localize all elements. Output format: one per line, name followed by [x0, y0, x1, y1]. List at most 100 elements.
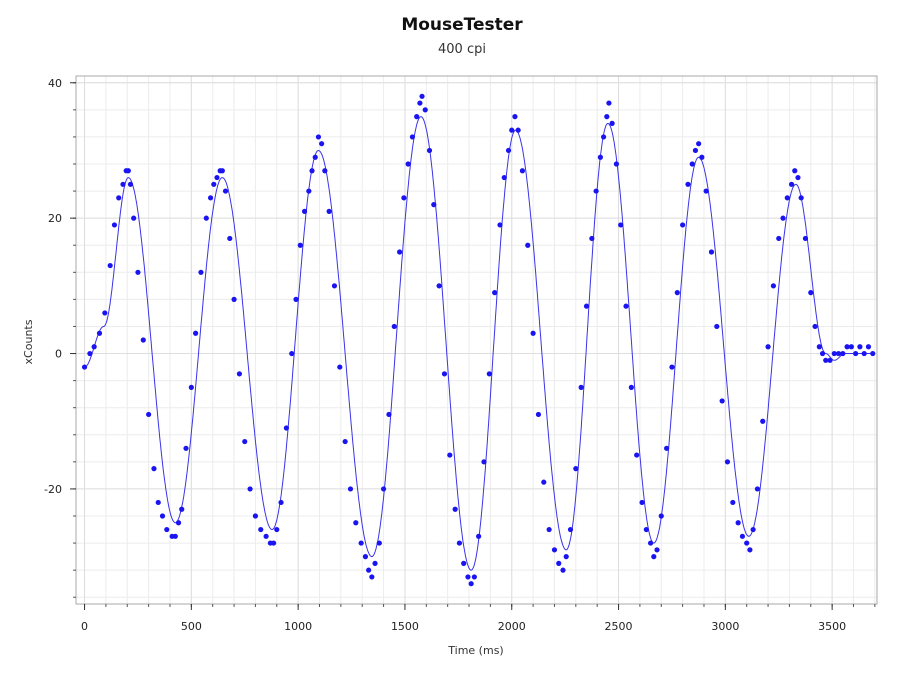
data-point [481, 459, 487, 465]
data-point [231, 296, 237, 302]
data-point [765, 344, 771, 350]
data-point [146, 411, 152, 418]
data-point [456, 540, 463, 546]
data-point [81, 364, 88, 370]
axes: 0 500 1000 1500 2000 2500 3000 3500 -20 0 20 40 [44, 77, 876, 633]
data-point [739, 533, 746, 539]
data-point [219, 168, 225, 174]
data-point [848, 344, 854, 350]
data-point [465, 574, 471, 580]
data-point [708, 249, 715, 255]
data-point [380, 486, 387, 492]
x-tick-label: 500 [181, 620, 202, 633]
data-point [164, 526, 170, 533]
data-point [747, 547, 753, 553]
data-point [486, 371, 492, 377]
data-point [222, 188, 229, 194]
data-point [780, 215, 786, 221]
data-point [546, 526, 552, 533]
data-point [515, 127, 521, 133]
data-point [613, 161, 620, 167]
data-point [840, 350, 846, 357]
data-point [175, 520, 182, 526]
y-tick-label: 0 [55, 348, 62, 361]
data-point [127, 181, 134, 187]
data-point [87, 350, 93, 357]
data-point [497, 222, 503, 228]
data-point [819, 350, 826, 357]
data-point [131, 215, 137, 221]
data-point [556, 560, 562, 566]
data-point [583, 303, 590, 309]
data-point [784, 195, 790, 201]
data-point [597, 154, 603, 160]
data-point [422, 107, 428, 113]
data-point [258, 526, 264, 533]
data-point [405, 161, 411, 167]
y-tick-label: -20 [44, 483, 62, 496]
series-layer [81, 93, 876, 587]
data-point [91, 344, 97, 350]
data-point [417, 100, 423, 106]
data-point [441, 371, 448, 377]
grid [76, 76, 877, 604]
data-point [492, 290, 498, 296]
data-point [366, 567, 372, 573]
data-point [236, 371, 243, 377]
data-point [263, 533, 269, 539]
data-point [535, 411, 542, 418]
data-point [593, 188, 599, 194]
data-point [414, 114, 420, 120]
data-point [609, 120, 615, 126]
data-point [525, 242, 531, 248]
data-point [326, 208, 332, 214]
data-point [468, 581, 474, 587]
data-point [696, 141, 702, 147]
x-tick-label: 2500 [605, 620, 633, 633]
data-point [501, 174, 507, 181]
data-point [573, 466, 579, 472]
data-point [447, 452, 453, 458]
data-point [362, 554, 369, 560]
data-point [193, 330, 199, 336]
data-point [401, 195, 407, 201]
data-point [674, 290, 680, 296]
data-point [140, 337, 146, 343]
data-point [699, 154, 705, 160]
data-point [293, 296, 299, 302]
data-point [419, 93, 425, 99]
data-point [589, 235, 595, 242]
data-point [519, 168, 526, 174]
data-point [604, 114, 610, 120]
data-point [600, 134, 607, 140]
data-point [643, 526, 649, 533]
data-point [816, 344, 822, 350]
data-point [172, 533, 178, 539]
data-point [376, 540, 382, 546]
data-point [135, 269, 141, 275]
data-point [227, 235, 233, 242]
data-point [358, 540, 364, 546]
data-point [812, 323, 818, 330]
data-point [312, 154, 318, 160]
data-point [512, 114, 518, 120]
data-point [125, 168, 131, 174]
data-point [409, 134, 416, 140]
data-point [647, 540, 654, 546]
data-point [116, 195, 122, 201]
x-tick-label: 2000 [498, 620, 526, 633]
plot-frame [75, 75, 878, 605]
data-point [823, 357, 829, 363]
data-point [651, 554, 657, 560]
data-point [353, 520, 359, 526]
data-point [865, 344, 872, 350]
data-point [179, 506, 185, 512]
data-point [247, 486, 253, 492]
data-point [724, 459, 731, 465]
data-point [827, 357, 833, 363]
data-point [792, 168, 798, 174]
data-point [623, 303, 629, 309]
data-point [750, 526, 756, 533]
data-point [578, 384, 584, 390]
data-point [461, 560, 467, 566]
